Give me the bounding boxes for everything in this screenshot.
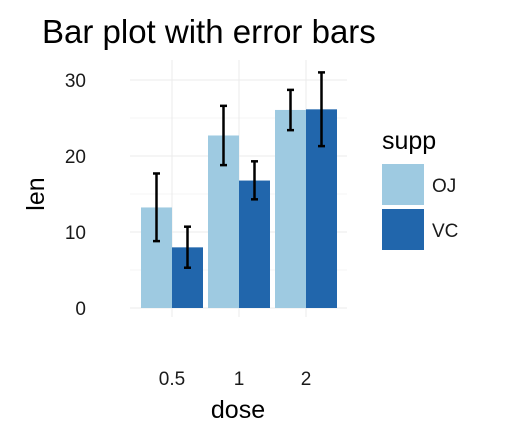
legend-key-oj	[382, 164, 424, 205]
x-tick-label: 0.5	[159, 369, 185, 390]
y-axis-ticks: 0 10 20 30	[65, 71, 86, 320]
y-tick-label: 30	[65, 71, 86, 92]
legend: supp OJ VC	[382, 127, 458, 250]
x-tick-label: 1	[234, 369, 245, 390]
error-bar-oj	[287, 88, 294, 132]
error-bar-vc	[184, 225, 191, 269]
error-bars	[153, 71, 325, 269]
legend-title: supp	[382, 127, 436, 155]
x-axis-title: dose	[211, 396, 265, 424]
legend-label-oj: OJ	[432, 176, 456, 197]
y-axis-title: len	[22, 177, 50, 210]
y-tick-label: 20	[65, 147, 86, 168]
chart-title: Bar plot with error bars	[42, 13, 376, 50]
error-bar-vc	[318, 71, 325, 148]
legend-label-vc: VC	[432, 221, 458, 242]
x-tick-label: 2	[301, 369, 312, 390]
y-tick-label: 10	[65, 223, 86, 244]
bars	[141, 109, 337, 308]
legend-key-vc	[382, 209, 424, 250]
error-bar-oj	[153, 172, 160, 243]
error-bar-vc	[251, 160, 258, 201]
x-axis-ticks: 0.5 1 2	[159, 369, 312, 390]
bar-oj	[275, 109, 306, 308]
error-bar-oj	[220, 104, 227, 167]
bar-vc	[239, 180, 270, 308]
y-tick-label: 0	[75, 299, 86, 320]
